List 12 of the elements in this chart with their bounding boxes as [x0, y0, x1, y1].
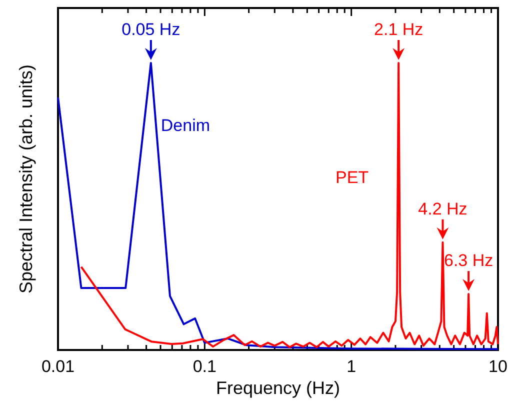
x-tick-label: 0.01: [41, 357, 75, 376]
x-tick-label: 0.1: [192, 357, 216, 376]
annotation: 2.1 Hz: [374, 20, 424, 39]
y-axis-title: Spectral Intensity (arb. units): [16, 64, 36, 294]
annotation: 6.3 Hz: [444, 251, 494, 270]
x-tick-label: 1: [346, 357, 356, 376]
annotation: 4.2 Hz: [418, 199, 468, 218]
series-label: PET: [336, 168, 369, 187]
x-tick-label: 10: [488, 357, 508, 376]
series-label: Denim: [160, 116, 210, 135]
annotation: 0.05 Hz: [122, 20, 180, 39]
x-axis-title: Frequency (Hz): [216, 378, 340, 398]
